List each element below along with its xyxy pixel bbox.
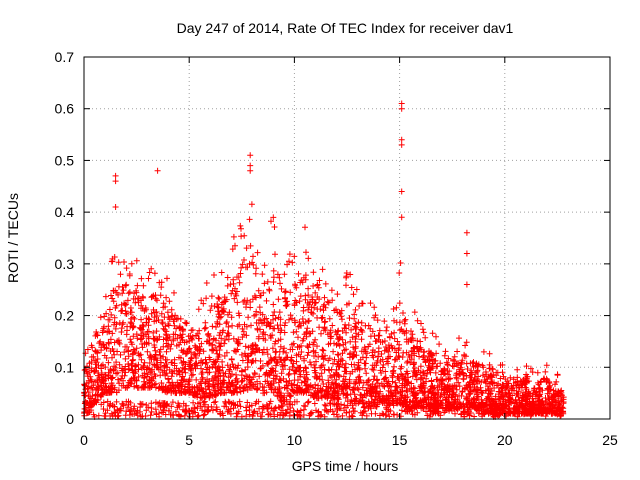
y-tick-label: 0	[66, 411, 74, 427]
x-tick-label: 15	[392, 432, 408, 448]
y-axis-title: ROTI / TECUs	[5, 193, 21, 283]
x-axis-title: GPS time / hours	[292, 458, 399, 474]
x-tick-label: 20	[497, 432, 513, 448]
x-tick-label: 5	[185, 432, 193, 448]
y-tick-label: 0.1	[55, 359, 75, 375]
grid-lines	[84, 57, 610, 419]
y-tick-label: 0.2	[55, 308, 75, 324]
x-tick-label: 25	[602, 432, 618, 448]
y-tick-label: 0.3	[55, 256, 75, 272]
plot-frame	[83, 56, 611, 420]
data-points	[81, 100, 567, 420]
y-tick-label: 0.5	[55, 152, 75, 168]
chart-title: Day 247 of 2014, Rate Of TEC Index for r…	[177, 20, 514, 36]
roti-points	[81, 100, 567, 420]
y-tick-label: 0.4	[55, 204, 75, 220]
y-tick-label: 0.7	[55, 49, 75, 65]
y-tick-label: 0.6	[55, 101, 75, 117]
x-tick-label: 0	[80, 432, 88, 448]
axis-ticks: 0 0.1 0.2 0.3 0.4 0.5 0.6 0.7 0 5 10 15 20 25	[55, 49, 618, 448]
x-tick-label: 10	[287, 432, 303, 448]
